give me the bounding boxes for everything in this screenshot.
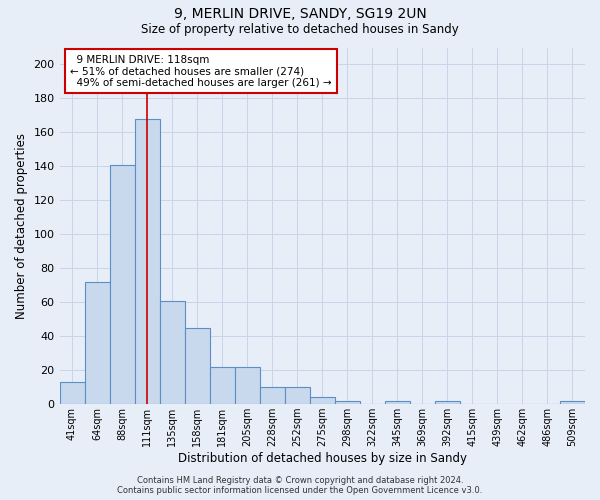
- Bar: [385, 401, 410, 404]
- Text: 9 MERLIN DRIVE: 118sqm
← 51% of detached houses are smaller (274)
  49% of semi-: 9 MERLIN DRIVE: 118sqm ← 51% of detached…: [70, 54, 332, 88]
- Y-axis label: Number of detached properties: Number of detached properties: [15, 133, 28, 319]
- Text: 9, MERLIN DRIVE, SANDY, SG19 2UN: 9, MERLIN DRIVE, SANDY, SG19 2UN: [173, 8, 427, 22]
- X-axis label: Distribution of detached houses by size in Sandy: Distribution of detached houses by size …: [178, 452, 467, 465]
- Bar: [59, 382, 85, 404]
- Bar: [310, 398, 335, 404]
- Bar: [160, 300, 185, 404]
- Bar: [185, 328, 209, 404]
- Bar: [285, 387, 310, 404]
- Bar: [260, 387, 285, 404]
- Bar: [235, 367, 260, 404]
- Bar: [209, 367, 235, 404]
- Text: Size of property relative to detached houses in Sandy: Size of property relative to detached ho…: [141, 22, 459, 36]
- Bar: [435, 401, 460, 404]
- Bar: [85, 282, 110, 404]
- Bar: [335, 401, 360, 404]
- Bar: [110, 164, 134, 404]
- Bar: [560, 401, 585, 404]
- Bar: [134, 119, 160, 404]
- Text: Contains HM Land Registry data © Crown copyright and database right 2024.
Contai: Contains HM Land Registry data © Crown c…: [118, 476, 482, 495]
